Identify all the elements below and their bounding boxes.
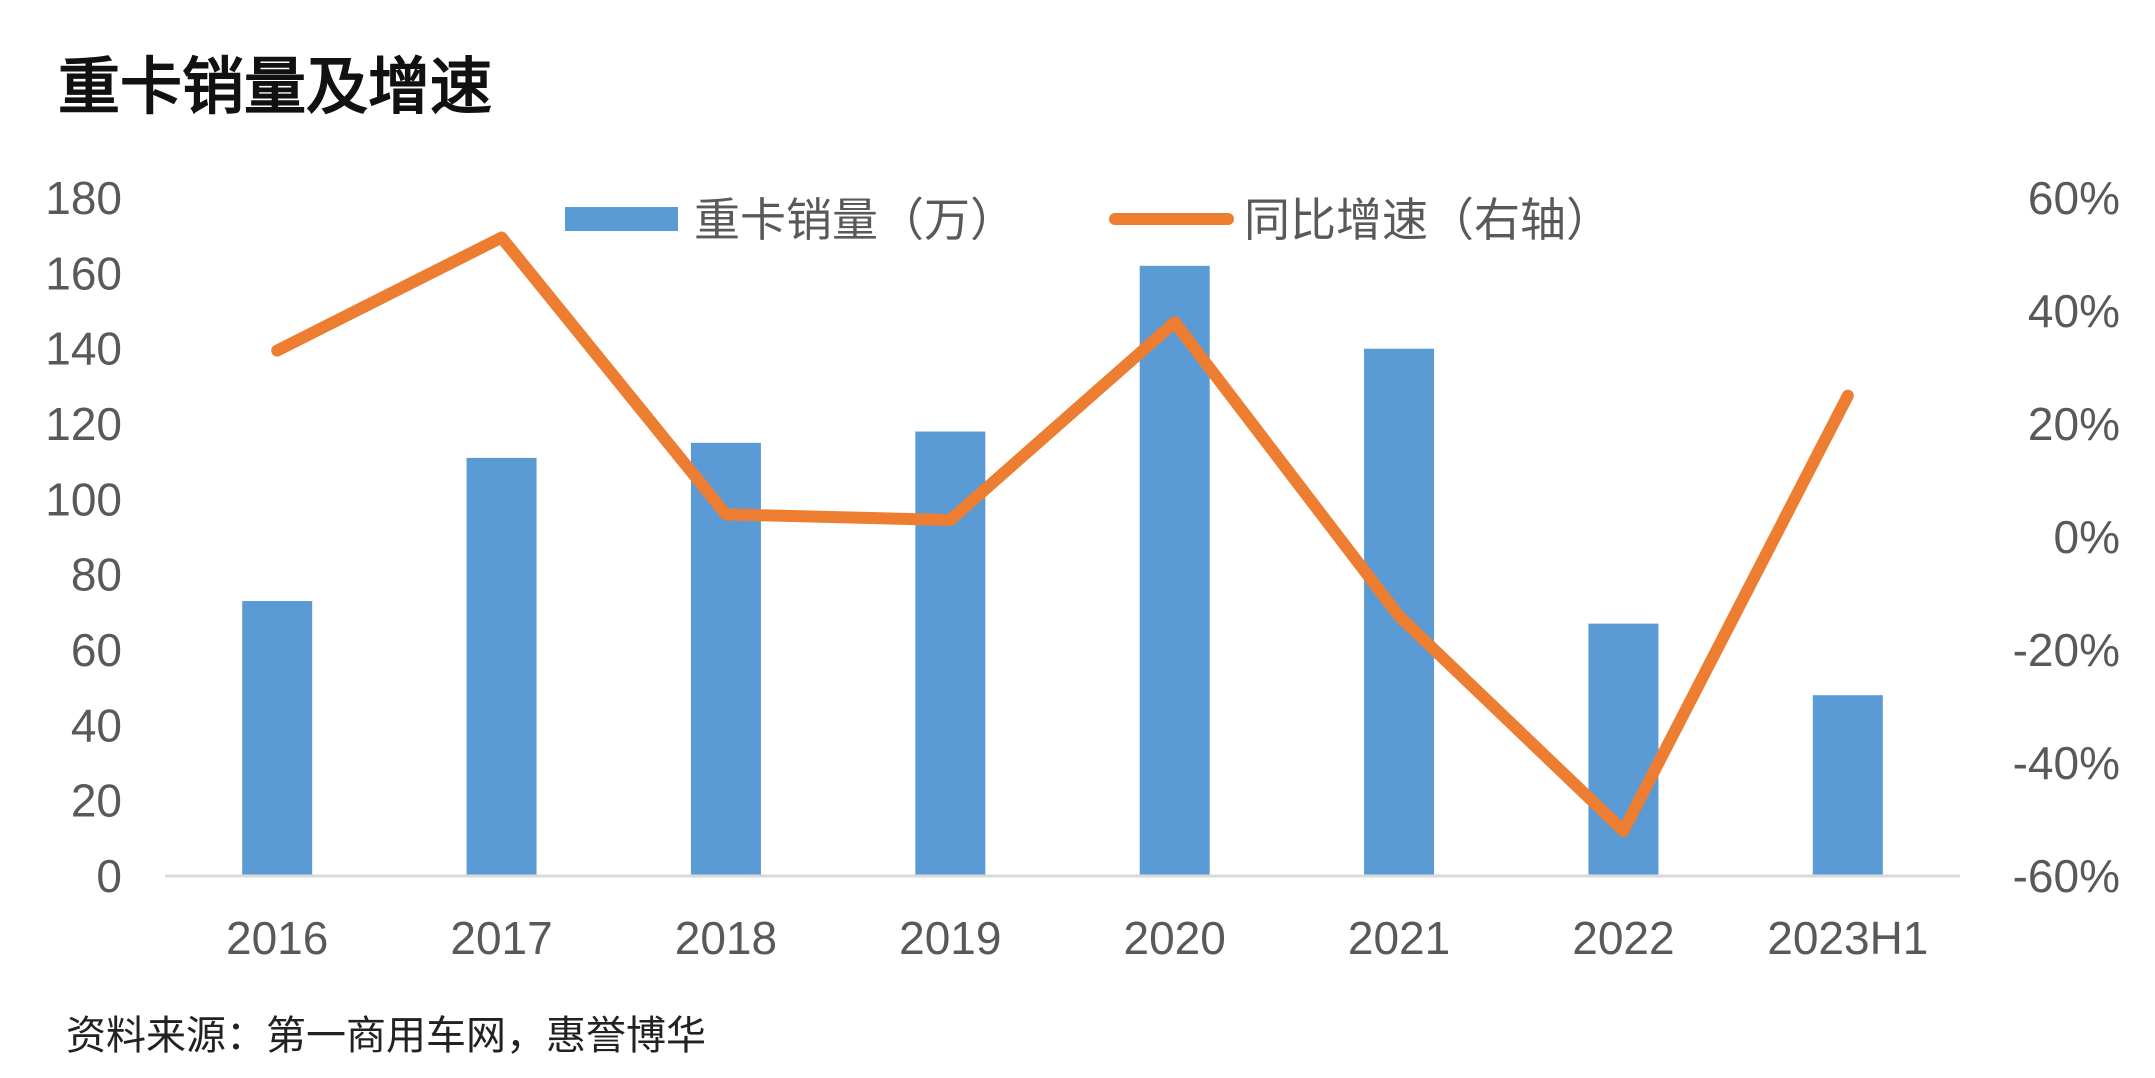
left-axis-ticks: 0 20 40 60 80 100 120 140 160 180: [45, 172, 122, 902]
bar-series: [242, 265, 1883, 877]
page-title: 重卡销量及增速: [58, 50, 493, 123]
legend-bar-label: 重卡销量（万）: [694, 193, 1016, 247]
x-tick-label: 2017: [450, 912, 552, 964]
left-tick-label: 140: [45, 323, 122, 375]
right-tick-label: 20%: [2028, 398, 2120, 450]
x-tick-label: 2018: [675, 912, 777, 964]
right-tick-label: -40%: [2013, 737, 2120, 789]
bar-2016: [242, 601, 313, 876]
legend: 重卡销量（万） 同比增速（右轴）: [565, 193, 1612, 247]
right-tick-label: 60%: [2028, 172, 2120, 224]
legend-line-label: 同比增速（右轴）: [1244, 193, 1612, 247]
bar-2020: [1139, 265, 1210, 876]
left-tick-label: 0: [96, 850, 122, 902]
growth-line: [271, 231, 1854, 837]
bar-2023H1: [1812, 695, 1883, 876]
x-tick-label: 2019: [899, 912, 1001, 964]
x-tick-label: 2023H1: [1767, 912, 1928, 964]
left-tick-label: 60: [71, 624, 122, 676]
legend-bar-swatch: [565, 207, 678, 231]
bar-2022: [1588, 623, 1659, 876]
right-tick-label: 0%: [2054, 511, 2120, 563]
right-tick-label: -60%: [2013, 850, 2120, 902]
left-tick-label: 180: [45, 172, 122, 224]
left-tick-label: 80: [71, 549, 122, 601]
x-tick-label: 2022: [1572, 912, 1674, 964]
left-tick-label: 20: [71, 775, 122, 827]
x-tick-label: 2021: [1348, 912, 1450, 964]
x-tick-label: 2020: [1124, 912, 1226, 964]
line-series: [271, 231, 1854, 837]
x-tick-label: 2016: [226, 912, 328, 964]
x-axis-ticks: 2016 2017 2018 2019 2020 2021 2022 2023H1: [226, 912, 1928, 964]
right-tick-label: -20%: [2013, 624, 2120, 676]
source-note: 资料来源：第一商用车网，惠誉博华: [66, 1013, 706, 1059]
right-axis-ticks: -60% -40% -20% 0% 20% 40% 60%: [2013, 172, 2120, 902]
bar-2017: [466, 457, 537, 876]
right-tick-label: 40%: [2028, 285, 2120, 337]
left-tick-label: 100: [45, 473, 122, 525]
left-tick-label: 120: [45, 398, 122, 450]
left-tick-label: 160: [45, 247, 122, 299]
left-tick-label: 40: [71, 699, 122, 751]
